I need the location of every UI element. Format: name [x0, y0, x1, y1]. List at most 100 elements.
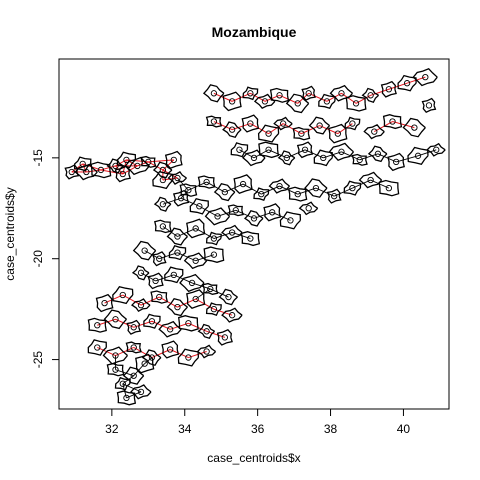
district-outline [221, 307, 243, 323]
district-outline [222, 91, 242, 112]
centroid-point [145, 158, 152, 166]
district-outline [116, 151, 137, 169]
centroid-point [83, 168, 90, 176]
neighbor-link [235, 209, 255, 219]
centroid-point [389, 118, 396, 125]
district-outline [313, 149, 333, 167]
centroid-point [250, 215, 258, 222]
centroid-point [156, 255, 163, 262]
y-tick-label: -25 [31, 351, 45, 369]
district-outline [130, 298, 151, 313]
centroid-point [385, 184, 393, 192]
neighbor-link [180, 197, 200, 207]
district-outline [106, 362, 125, 377]
centroid-point [349, 184, 356, 192]
centroid-point [203, 348, 210, 355]
centroid-point [338, 90, 345, 97]
district-outline [196, 344, 217, 359]
district-outline [277, 150, 296, 166]
centroid-point [159, 223, 167, 230]
centroid-point [228, 98, 236, 105]
centroid-point [192, 295, 199, 303]
neighbor-link [359, 153, 379, 161]
district-outline [268, 178, 290, 194]
centroid-point [97, 166, 105, 174]
centroid-point [276, 92, 283, 99]
centroid-point [130, 372, 137, 379]
centroid-points [68, 74, 440, 402]
district-outline [361, 87, 380, 103]
chart-title: Mozambique [212, 24, 297, 40]
centroid-point [68, 168, 75, 176]
district-outline [363, 123, 385, 140]
neighbor-link-red [115, 318, 134, 328]
neighbor-link-red [140, 296, 160, 306]
centroid-point [265, 130, 272, 137]
centroid-point [228, 312, 236, 319]
district-outline [168, 245, 187, 261]
neighbor-link-red [308, 92, 328, 102]
neighbor-link [213, 232, 233, 239]
neighbor-link-red [148, 159, 174, 163]
centroid-point [371, 128, 378, 135]
neighbor-link-red [151, 320, 171, 330]
centroid-point [137, 269, 145, 276]
centroid-point [159, 176, 167, 184]
centroid-point [148, 318, 156, 325]
centroid-point [167, 346, 174, 353]
district-outline [397, 74, 417, 92]
district-outline [253, 93, 276, 110]
y-axis-label: case_centroids$y [3, 187, 17, 280]
district-outline [367, 145, 388, 163]
centroid-point [167, 326, 174, 333]
neighbor-link [272, 211, 291, 221]
centroid-point [294, 191, 301, 198]
neighbor-link [206, 181, 226, 193]
district-outline [112, 285, 134, 305]
centroid-point [188, 279, 196, 287]
district-outline [382, 114, 403, 130]
centroid-point [141, 360, 148, 367]
centroid-point [301, 146, 309, 153]
district-outline [164, 150, 183, 169]
centroid-point [141, 247, 148, 254]
centroid-point [210, 305, 218, 313]
centroid-point [221, 188, 228, 196]
district-outline [345, 95, 367, 112]
centroid-point [323, 98, 331, 105]
centroid-point [403, 80, 411, 87]
centroid-point [134, 162, 141, 170]
district-outline [130, 384, 152, 400]
centroid-point [112, 366, 119, 373]
neighbor-link-red [282, 123, 302, 135]
centroid-point [137, 388, 145, 396]
district-outline [131, 265, 150, 281]
district-outline [412, 68, 438, 87]
district-outline [227, 204, 244, 217]
neighbor-link-red [231, 92, 251, 102]
district-outline [380, 80, 397, 98]
centroid-point [137, 301, 145, 309]
centroid-point [283, 154, 290, 161]
neighbor-link [122, 383, 142, 393]
centroid-point [174, 303, 181, 311]
district-outline [292, 126, 311, 141]
district-outline [126, 319, 142, 335]
centroid-point [112, 316, 119, 323]
neighbor-link [210, 288, 229, 298]
centroid-point [210, 235, 218, 242]
neighbor-link [286, 149, 306, 159]
district-outline [154, 219, 172, 234]
centroid-point [174, 249, 181, 256]
neighbor-link [261, 185, 280, 195]
district-outline [205, 115, 223, 128]
district-outline [172, 189, 190, 207]
centroid-point [312, 184, 320, 192]
district-outline [378, 179, 400, 197]
neighbor-link [188, 181, 207, 191]
centroid-point [298, 130, 305, 137]
centroid-point [239, 180, 247, 188]
district-outline [298, 201, 319, 216]
district-outline [103, 309, 127, 330]
